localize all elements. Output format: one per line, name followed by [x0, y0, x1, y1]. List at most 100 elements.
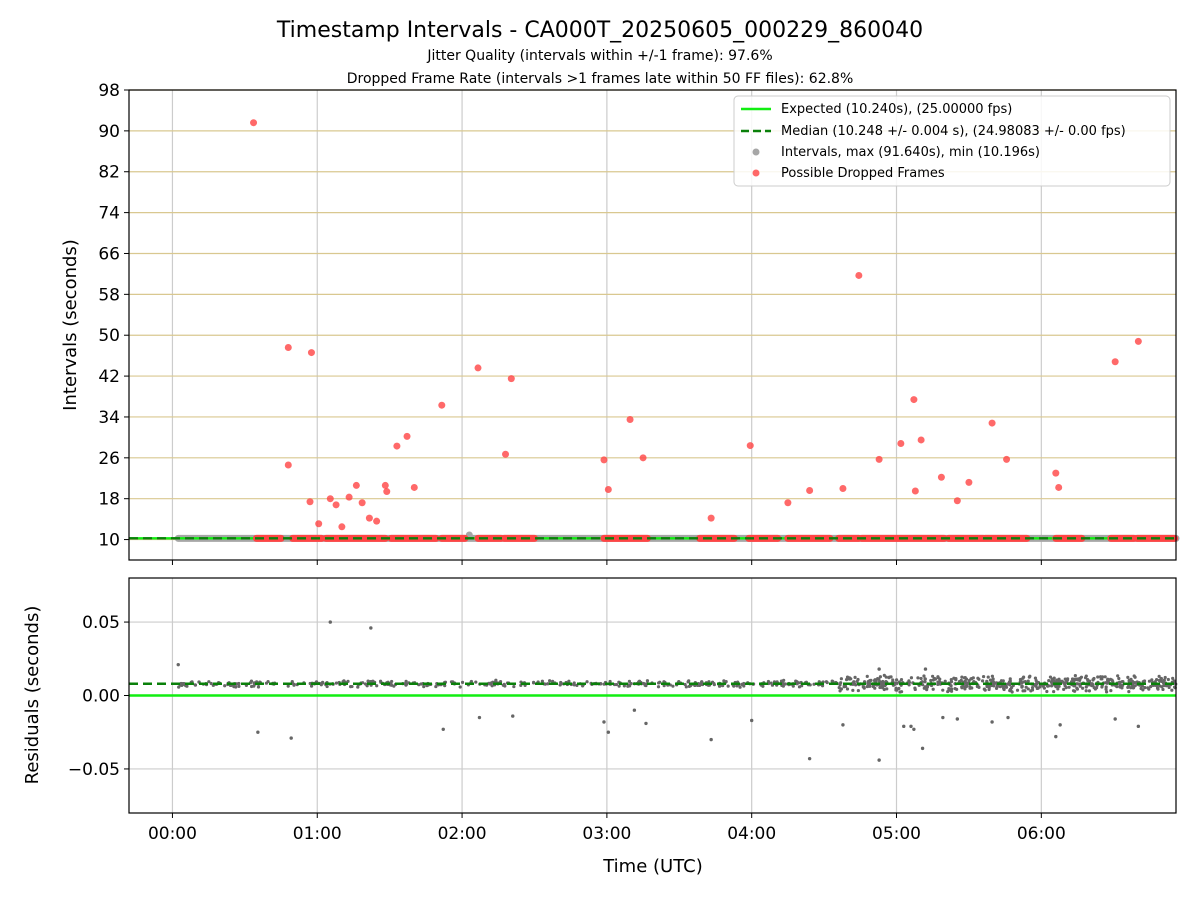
intervals-y-tick-label: 74: [98, 204, 120, 224]
residual-point: [856, 688, 860, 693]
residual-outlier-point: [1058, 723, 1062, 727]
residual-point: [844, 678, 849, 682]
residual-point: [1015, 688, 1020, 692]
residual-point: [1084, 674, 1088, 678]
residual-point: [1166, 677, 1170, 682]
residual-point: [309, 684, 314, 688]
dropped-frame-point: [910, 396, 918, 404]
residual-outlier-point: [923, 667, 928, 671]
residual-point: [512, 684, 516, 689]
residuals-y-axis-label: Residuals (seconds): [22, 606, 43, 785]
residual-point: [1143, 686, 1147, 690]
residual-point: [1127, 679, 1131, 683]
residual-point: [1045, 689, 1049, 694]
residual-point: [548, 679, 552, 683]
residual-point: [895, 678, 899, 682]
residual-point: [1026, 679, 1030, 683]
residual-point: [794, 679, 798, 683]
dropped-frame-point: [507, 375, 515, 383]
residual-point: [1117, 676, 1121, 681]
dropped-frame-point: [784, 499, 792, 507]
residual-point: [581, 684, 585, 688]
legend-dropped-label: Possible Dropped Frames: [781, 166, 945, 181]
x-tick-label: 05:00: [872, 824, 921, 844]
residual-point: [1100, 675, 1105, 679]
x-tick-label: 00:00: [148, 824, 197, 844]
residual-point: [1162, 678, 1166, 682]
dropped-frame-point: [315, 520, 323, 528]
dropped-frame-point: [917, 436, 925, 444]
residual-point: [1001, 679, 1005, 683]
residual-point: [460, 680, 465, 684]
dropped-frame-point: [410, 483, 418, 491]
dropped-frame-point: [332, 501, 340, 509]
x-tick-label: 06:00: [1017, 824, 1066, 844]
residual-outlier-point: [877, 667, 881, 671]
residual-point: [742, 681, 746, 686]
residual-point: [919, 676, 923, 681]
residual-point: [1142, 679, 1147, 683]
dropped-frame-point: [326, 495, 334, 503]
residual-point: [643, 683, 647, 687]
residual-point: [1071, 689, 1076, 693]
residual-point: [866, 683, 871, 687]
residual-point: [1108, 677, 1113, 681]
residual-point: [1064, 686, 1068, 690]
residual-point: [700, 682, 704, 686]
residual-point: [1126, 675, 1130, 680]
residual-point: [1139, 686, 1143, 691]
residual-point: [1048, 675, 1053, 679]
dropped-frame-point: [358, 499, 366, 507]
residuals-y-tick-label: −0.05: [68, 760, 120, 780]
residual-point: [894, 686, 898, 690]
dropped-frame-point: [600, 456, 608, 464]
intervals-y-tick-label: 66: [98, 244, 120, 264]
residual-point: [1086, 679, 1090, 683]
residual-point: [1104, 685, 1108, 689]
residual-point: [986, 675, 990, 679]
dropped-frame-point: [393, 442, 401, 450]
residual-point: [960, 685, 964, 689]
residual-point: [1008, 687, 1013, 691]
residual-outlier-point: [941, 715, 945, 720]
dropped-frame-point: [365, 514, 373, 522]
residual-point: [947, 687, 951, 691]
intervals-y-tick-label: 58: [98, 285, 120, 305]
residual-point: [913, 686, 917, 690]
intervals-y-tick-label: 18: [98, 490, 120, 510]
residual-point: [899, 677, 904, 682]
residual-point: [738, 685, 742, 689]
x-axis: 00:00 01:00 02:00 03:00 04:00 05:00 06:00: [148, 813, 1066, 844]
residual-point: [1133, 680, 1137, 685]
residual-point: [923, 680, 927, 684]
residual-point: [1052, 676, 1056, 680]
residual-point: [1023, 689, 1027, 693]
residual-point: [375, 684, 379, 688]
residual-point: [1087, 689, 1092, 693]
residual-point: [1028, 674, 1032, 678]
residual-outlier-point: [877, 758, 881, 762]
residual-point: [877, 677, 881, 681]
residual-point: [1075, 686, 1079, 690]
residual-outlier-point: [955, 717, 960, 721]
dropped-frame-point: [284, 461, 292, 469]
residual-outlier-point: [912, 727, 916, 731]
residual-point: [923, 685, 927, 689]
residual-point: [1111, 679, 1115, 684]
residual-point: [885, 687, 889, 691]
residual-point: [1077, 682, 1081, 686]
residuals-y-tick-label: 0.00: [82, 687, 120, 707]
residual-point: [845, 687, 850, 691]
dropped-frame-point: [307, 349, 315, 357]
residual-point: [1020, 684, 1024, 688]
intervals-y-tick-label: 42: [98, 367, 120, 387]
residual-point: [1042, 686, 1046, 690]
residual-point: [687, 679, 691, 683]
residual-point: [855, 679, 859, 684]
residual-point: [558, 683, 562, 687]
residual-point: [1056, 687, 1060, 691]
residual-point: [656, 685, 661, 689]
residual-point: [936, 675, 940, 679]
residual-point: [292, 683, 296, 687]
intervals-y-tick-label: 34: [98, 408, 120, 428]
